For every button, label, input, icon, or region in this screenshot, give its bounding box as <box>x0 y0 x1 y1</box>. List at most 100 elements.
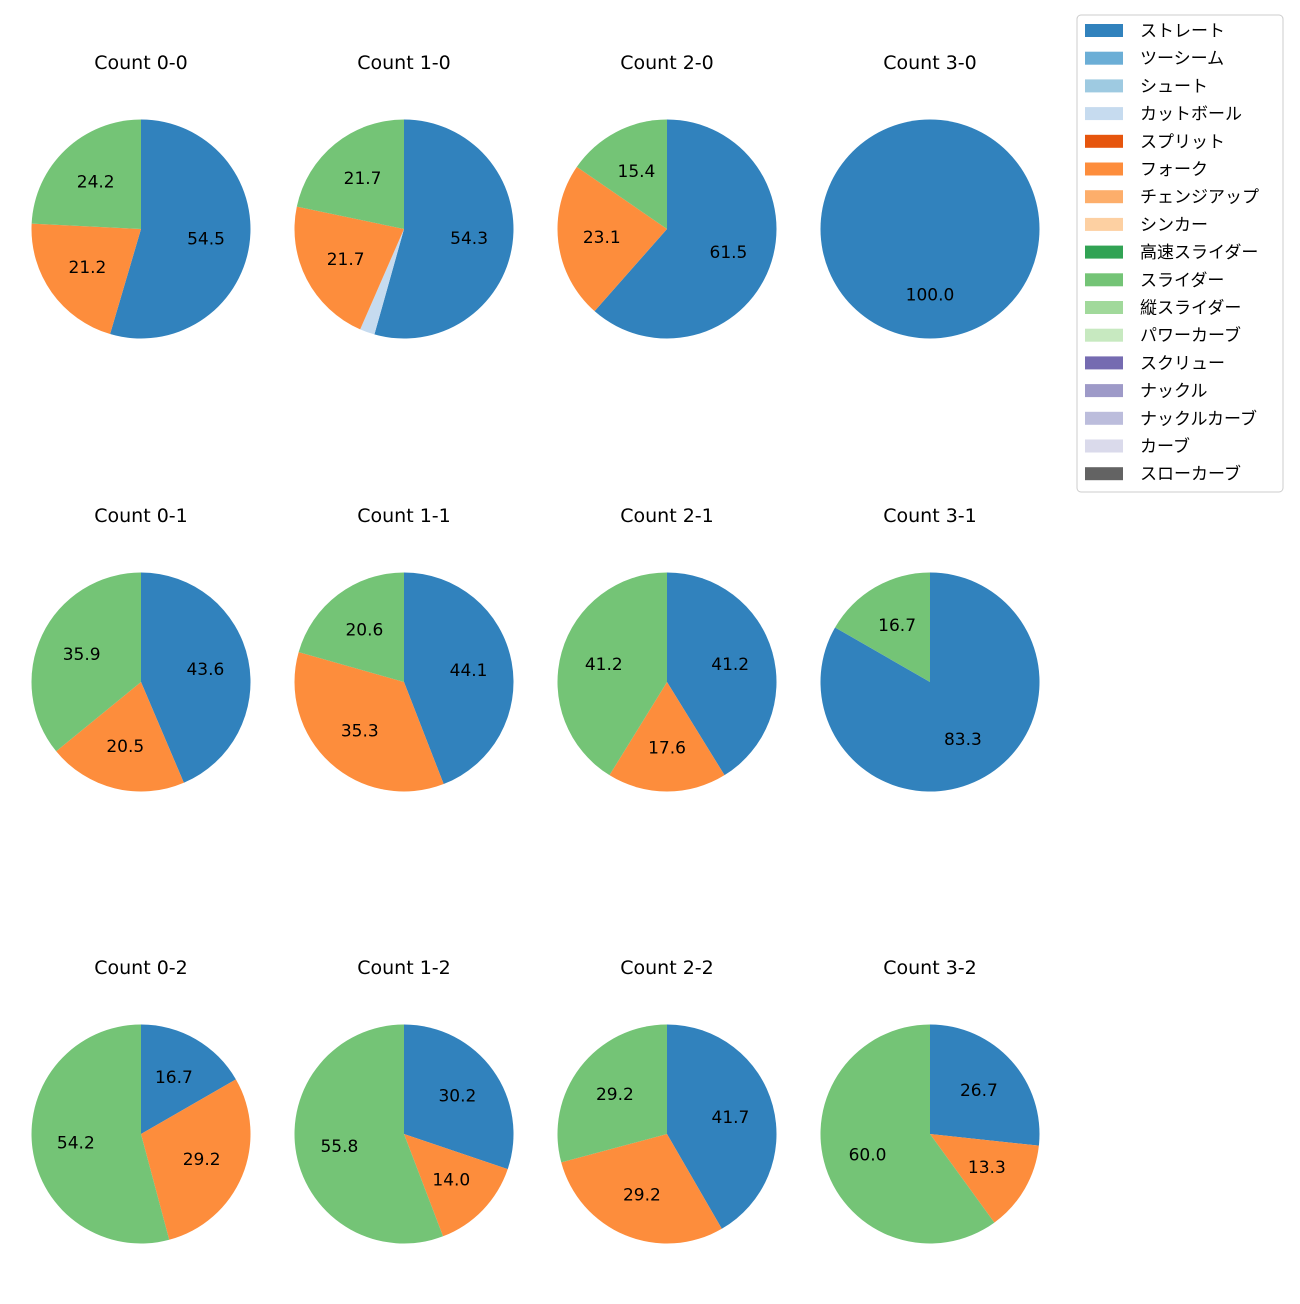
pie-slice <box>360 229 404 335</box>
pie-title: Count 3-1 <box>883 505 977 527</box>
pie-slice-label: 54.2 <box>57 1134 95 1154</box>
legend-swatch <box>1085 273 1123 287</box>
pie-slice <box>561 1134 722 1244</box>
pie-slice-label: 41.2 <box>585 655 623 675</box>
legend-swatch <box>1085 162 1123 176</box>
legend-swatch <box>1085 301 1123 314</box>
pie-title: Count 1-0 <box>357 52 451 74</box>
pie-slice-label: 60.0 <box>849 1145 887 1165</box>
pie-slice <box>110 119 251 339</box>
legend-swatch <box>1085 24 1123 37</box>
legend-swatch <box>1085 467 1123 481</box>
pie-title: Count 0-0 <box>94 52 188 74</box>
pie-chart: Count 0-1 43.6 20.5 35.9 <box>31 505 251 792</box>
legend-label: ツーシーム <box>1140 49 1224 69</box>
pie-slice <box>930 1134 1039 1223</box>
pie-slice-label: 100.0 <box>906 286 955 306</box>
pie-slice <box>820 1024 995 1244</box>
pie-slice-label: 29.2 <box>596 1085 634 1105</box>
pie-slice <box>557 572 667 776</box>
pie-slice <box>835 572 930 682</box>
pie-slice-label: 41.2 <box>711 655 749 675</box>
legend-label: スローカーブ <box>1140 464 1241 485</box>
legend-swatch <box>1085 79 1123 93</box>
legend-label: フォーク <box>1140 160 1208 180</box>
legend-swatch <box>1085 217 1123 231</box>
pie-slice-label: 20.6 <box>345 621 383 641</box>
pie-title: Count 2-2 <box>620 957 714 979</box>
legend: ストレートツーシームシュートカットボールスプリットフォークチェンジアップシンカー… <box>1076 14 1284 493</box>
pie-slice <box>56 682 184 792</box>
pie-slice-label: 61.5 <box>710 243 748 263</box>
pie-slice-label: 35.9 <box>63 645 101 665</box>
pie-slice-label: 17.6 <box>648 739 686 759</box>
pie-slice <box>31 1024 170 1244</box>
pie-slice-label: 13.3 <box>968 1158 1006 1178</box>
pie-slice <box>404 572 514 785</box>
pie-slice <box>404 1134 508 1237</box>
pie-slice <box>930 1024 1040 1146</box>
legend-swatch <box>1085 384 1123 398</box>
legend-label: パワーカーブ <box>1140 325 1241 346</box>
pie-slice-label: 24.2 <box>77 172 115 192</box>
pie-chart: Count 1-2 30.2 14.0 55.8 <box>294 957 514 1244</box>
legend-swatch <box>1085 439 1123 453</box>
pie-title: Count 1-2 <box>357 957 451 979</box>
legend-label: シュート <box>1140 77 1208 97</box>
pie-title: Count 2-0 <box>620 52 714 74</box>
pie-slice <box>820 119 1040 339</box>
pie-chart: Count 1-1 44.1 35.3 20.6 <box>294 505 514 792</box>
pie-slice <box>298 572 404 682</box>
pies-layer: Count 0-0 54.5 21.2 24.2 Count 1-0 54.3 21.7 21… <box>31 52 1040 1244</box>
pie-slice <box>557 1024 667 1163</box>
pie-slice <box>31 119 142 229</box>
legend-label: カットボール <box>1140 105 1242 125</box>
legend-label: スライダー <box>1140 271 1224 291</box>
legend-label: スプリット <box>1140 132 1225 152</box>
legend-swatch <box>1085 356 1123 370</box>
legend-label: チェンジアップ <box>1140 188 1259 208</box>
legend-label: ナックルカーブ <box>1140 408 1257 429</box>
pie-slice <box>294 1024 444 1244</box>
pie-slice <box>557 166 667 312</box>
pie-slice-label: 29.2 <box>623 1186 661 1206</box>
pie-title: Count 0-2 <box>94 957 188 979</box>
pie-slice-label: 29.2 <box>183 1150 221 1170</box>
pie-slice-label: 20.5 <box>106 737 144 757</box>
pie-chart: Count 0-0 54.5 21.2 24.2 <box>31 52 251 339</box>
pie-slice-label: 26.7 <box>960 1081 998 1101</box>
legend-label: スクリュー <box>1140 354 1225 374</box>
pie-slice-label: 44.1 <box>450 661 488 681</box>
pie-slice-label: 83.3 <box>944 730 982 750</box>
legend-swatch <box>1085 51 1123 65</box>
legend-frame <box>1076 14 1284 493</box>
pie-slice-label: 14.0 <box>432 1171 470 1191</box>
pie-title: Count 0-1 <box>94 505 188 527</box>
legend-swatch <box>1085 107 1123 121</box>
pie-slice <box>820 572 1040 792</box>
pie-slice <box>294 206 404 330</box>
pie-title: Count 3-0 <box>883 52 977 74</box>
pie-slice-label: 35.3 <box>341 722 379 742</box>
pie-slice-label: 55.8 <box>320 1137 358 1157</box>
legend-label: 縦スライダー <box>1140 299 1241 319</box>
pie-chart: Count 2-0 61.5 23.1 15.4 <box>557 52 777 339</box>
pie-slice-label: 43.6 <box>186 660 224 680</box>
legend-swatch <box>1085 134 1123 148</box>
legend-label: カーブ <box>1140 436 1190 457</box>
pie-chart: Count 0-2 16.7 29.2 54.2 <box>31 957 251 1244</box>
pie-slice <box>576 119 667 229</box>
legend-swatch <box>1085 328 1123 342</box>
pie-slice-label: 21.7 <box>344 169 382 189</box>
pie-slice-label: 54.3 <box>450 229 488 249</box>
legend-swatch <box>1085 411 1123 425</box>
pie-chart: Count 1-0 54.3 21.7 21.7 <box>294 52 514 339</box>
pie-slice <box>141 572 251 783</box>
pie-slice <box>609 682 725 792</box>
legend-label: ストレート <box>1140 22 1225 42</box>
pie-slice <box>141 1079 251 1240</box>
legend-label: ナックル <box>1140 382 1208 402</box>
pie-slice-label: 15.4 <box>618 162 656 182</box>
pie-slice-label: 16.7 <box>155 1068 193 1088</box>
